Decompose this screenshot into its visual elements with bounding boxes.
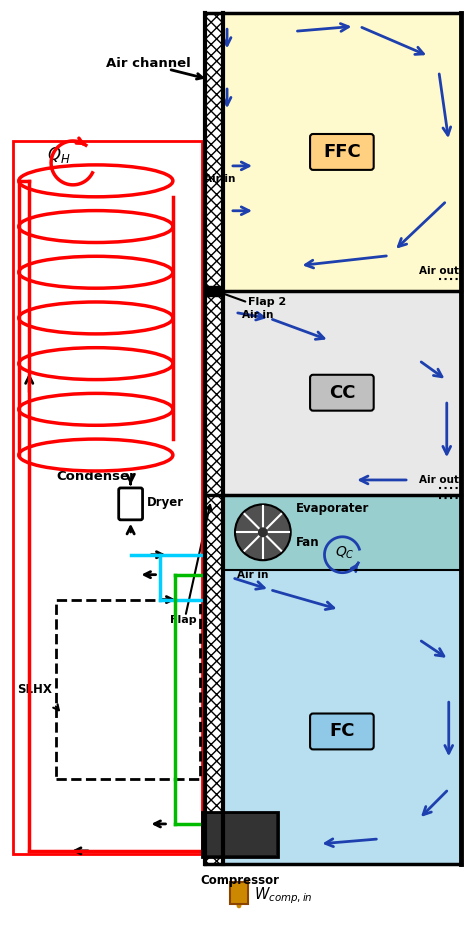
Text: $Q_H$: $Q_H$ <box>47 145 71 165</box>
Bar <box>223 13 461 290</box>
Text: Air in: Air in <box>237 570 268 579</box>
Text: $Q_C$: $Q_C$ <box>335 545 354 561</box>
FancyBboxPatch shape <box>310 714 374 749</box>
Text: FFC: FFC <box>323 143 361 160</box>
Text: SLHX: SLHX <box>17 683 52 696</box>
Bar <box>223 494 461 570</box>
Text: Air in: Air in <box>242 311 273 320</box>
Text: Air out: Air out <box>419 475 459 485</box>
Text: Compressor: Compressor <box>201 874 280 886</box>
Bar <box>223 494 461 864</box>
Bar <box>206 285 222 296</box>
Text: Fan: Fan <box>296 536 319 550</box>
FancyBboxPatch shape <box>310 375 374 411</box>
Bar <box>223 290 461 494</box>
Circle shape <box>258 527 268 537</box>
Bar <box>205 13 223 864</box>
FancyBboxPatch shape <box>118 488 143 520</box>
Bar <box>202 812 278 856</box>
Text: Condenser: Condenser <box>56 470 136 483</box>
Text: Evaporater: Evaporater <box>296 502 369 515</box>
Text: $W_{comp,in}$: $W_{comp,in}$ <box>254 885 313 906</box>
Text: Air out: Air out <box>419 266 459 275</box>
Text: Air channel: Air channel <box>106 57 191 70</box>
Text: Flap 1: Flap 1 <box>170 615 209 624</box>
Bar <box>230 882 248 904</box>
Bar <box>56 600 200 779</box>
Circle shape <box>235 505 291 560</box>
Text: FC: FC <box>329 722 355 741</box>
Text: Flap 2: Flap 2 <box>248 297 286 307</box>
Text: CC: CC <box>328 383 355 402</box>
FancyBboxPatch shape <box>310 134 374 170</box>
Text: Dryer: Dryer <box>146 496 183 509</box>
Text: Air in: Air in <box>204 174 235 184</box>
Bar <box>204 814 276 855</box>
Bar <box>13 141 202 854</box>
